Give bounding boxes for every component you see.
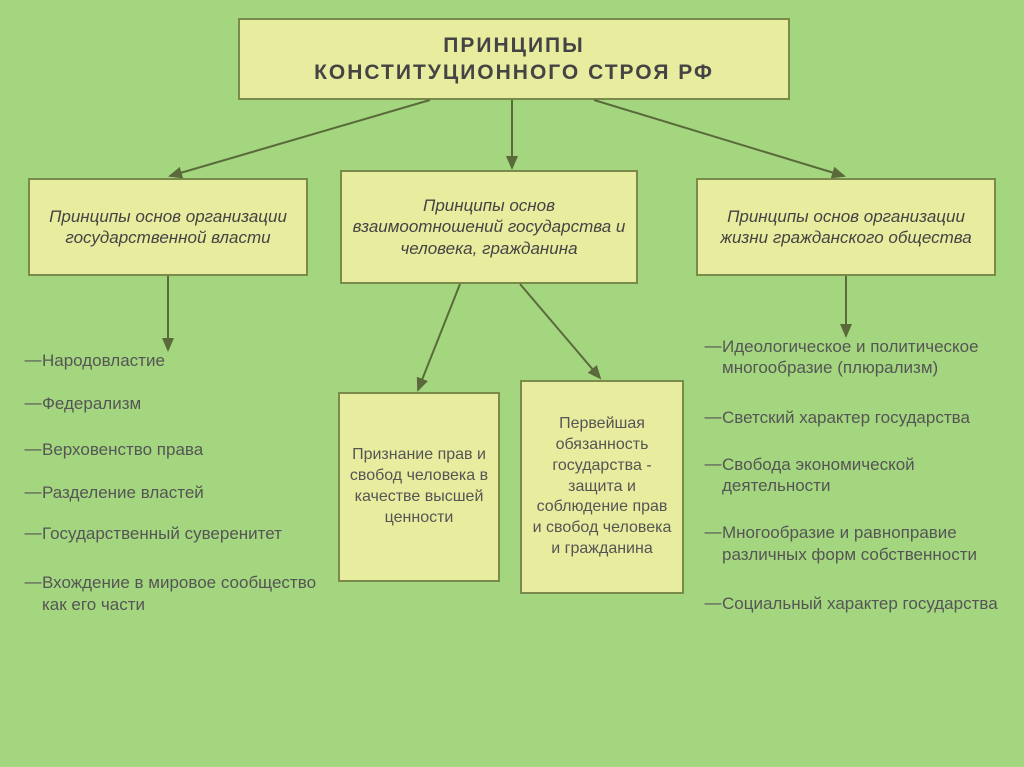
list-item: —Вхождение в мировое сообщество как его … [24,572,320,615]
list-left: —Народовластие—Федерализм—Верховенство п… [24,350,320,615]
branch-label-2: Принципы основ организации жизни граждан… [706,206,986,249]
list-item: —Народовластие [24,350,320,371]
subbox-text-1: Первейшая обязанность государства - защи… [530,414,674,560]
list-item-text: Многообразие и равноправие различных фор… [722,522,1006,565]
list-item: —Идеологическое и политическое многообра… [704,336,1006,379]
list-item: —Светский характер государства [704,407,1006,428]
dash-icon: — [704,593,722,613]
dash-icon: — [704,454,722,474]
dash-icon: — [24,439,42,459]
list-item-text: Идеологическое и политическое многообраз… [722,336,1006,379]
list-item-text: Социальный характер государства [722,593,998,614]
dash-icon: — [704,336,722,356]
dash-icon: — [704,522,722,542]
title-box: ПРИНЦИПЫКОНСТИТУЦИОННОГО СТРОЯ РФ [238,18,790,100]
dash-icon: — [24,350,42,370]
dash-icon: — [704,407,722,427]
branch-label-1: Принципы основ взаимоотношений государст… [350,195,628,259]
list-item-text: Верховенство права [42,439,203,460]
list-item: —Многообразие и равноправие различных фо… [704,522,1006,565]
branch-label-0: Принципы основ организации государственн… [38,206,298,249]
branch-box-2: Принципы основ организации жизни граждан… [696,178,996,276]
list-item-text: Светский характер государства [722,407,970,428]
list-item-text: Федерализм [42,393,141,414]
list-item: —Федерализм [24,393,320,414]
list-item-text: Народовластие [42,350,165,371]
subbox-text-0: Признание прав и свобод человека в качес… [348,445,490,528]
subbox-1: Первейшая обязанность государства - защи… [520,380,684,594]
list-right: —Идеологическое и политическое многообра… [704,336,1006,614]
list-item-text: Разделение властей [42,482,204,503]
list-item: —Верховенство права [24,439,320,460]
dash-icon: — [24,482,42,502]
dash-icon: — [24,523,42,543]
subbox-0: Признание прав и свобод человека в качес… [338,392,500,582]
dash-icon: — [24,393,42,413]
branch-box-1: Принципы основ взаимоотношений государст… [340,170,638,284]
list-item: —Социальный характер государства [704,593,1006,614]
list-item: —Государственный суверенитет [24,523,320,544]
list-item: —Свобода экономической деятельности [704,454,1006,497]
branch-box-0: Принципы основ организации государственн… [28,178,308,276]
list-item: —Разделение властей [24,482,320,503]
list-item-text: Вхождение в мировое сообщество как его ч… [42,572,320,615]
dash-icon: — [24,572,42,592]
list-item-text: Государственный суверенитет [42,523,282,544]
title-text: ПРИНЦИПЫКОНСТИТУЦИОННОГО СТРОЯ РФ [314,32,714,87]
list-item-text: Свобода экономической деятельности [722,454,1006,497]
